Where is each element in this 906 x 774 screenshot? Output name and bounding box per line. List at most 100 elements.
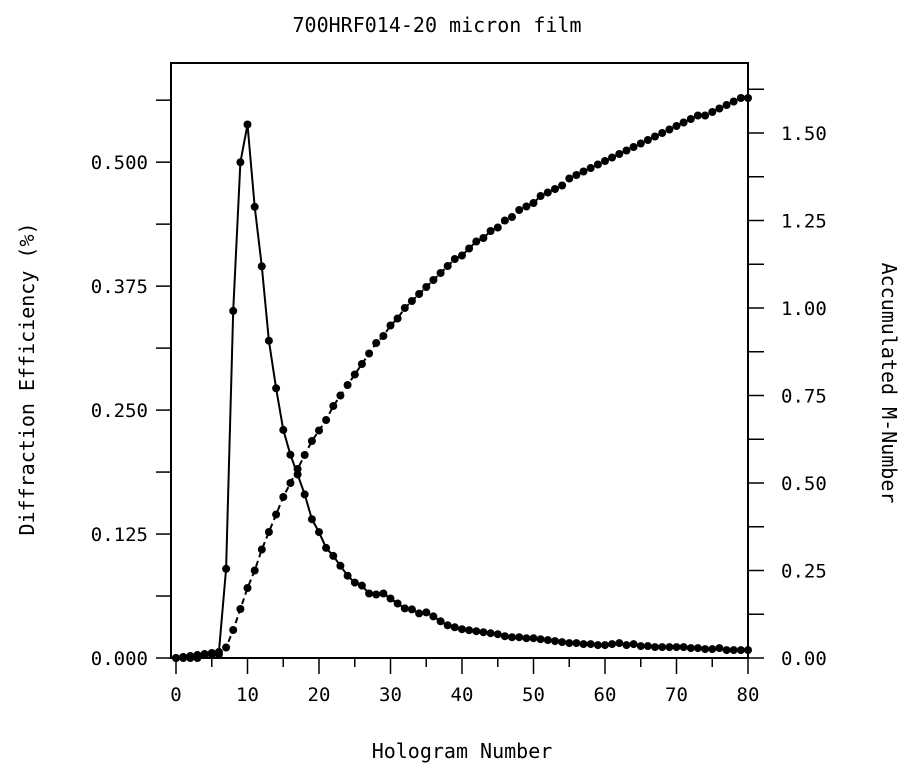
series-2-point [400,304,409,312]
series-2-point [172,654,180,662]
series-2-point [214,650,223,659]
y-right-tick-label: 0.00 [781,648,827,670]
series-2-point [272,510,281,519]
series-2-point [736,94,745,102]
series-2-point [329,402,338,410]
series-2-point [357,360,366,368]
x-tick-label: 20 [308,684,331,706]
series-1-point [701,645,710,654]
series-1-point [443,621,452,630]
series-layer [172,94,752,662]
series-1-point [708,645,717,654]
series-2-point [436,269,445,277]
series-2-point [508,213,516,221]
series-2-point [415,290,424,298]
series-1-point [329,551,338,560]
series-1-point [522,634,531,643]
series-2-point [744,94,752,102]
series-2-point [422,283,431,291]
series-1-point [307,515,316,524]
series-1-point [450,623,459,632]
series-1-point [558,638,567,647]
series-2-point [407,297,416,305]
series-2-point [279,493,288,501]
series-1-point [744,646,752,655]
series-2-point [493,223,502,232]
series-2-point [536,192,545,200]
series-2-point [257,545,266,554]
plot-frame [170,62,749,659]
series-2-point [665,125,674,134]
series-2-point [615,150,624,158]
series-1-point [415,609,424,618]
series-1-point [472,627,481,636]
x-tick-label: 30 [379,684,402,706]
series-2-point [472,237,481,246]
series-2-point [515,206,524,214]
series-1-point [658,643,667,652]
series-1-point [479,628,488,637]
series-2-point [593,160,602,169]
series-1-point [715,644,724,653]
series-1-point [222,564,231,573]
series-2-point [708,108,717,116]
series-2-point [479,234,488,242]
y-left-tick-label: 0.375 [91,276,148,298]
series-1-point [350,578,359,587]
series-1-point [264,336,273,345]
series-1-point [551,637,559,646]
y-axis-left-label: Diffraction Efficiency (%) [15,222,39,535]
series-2-point [379,332,388,340]
y-right-tick-label: 0.25 [781,561,827,583]
series-1-point [615,639,624,648]
series-1-point [651,643,659,652]
series-2-point [350,370,359,379]
series-1-point [572,639,581,648]
chart-title: 700HRF014-20 micron film [293,13,582,37]
series-1-point [407,605,416,614]
series-1-point [243,120,252,129]
series-1-point [279,425,288,434]
y-left-tick-label: 0.125 [91,524,148,546]
y-right-tick-label: 1.00 [781,298,827,320]
series-1-point [622,641,631,650]
series-2-point [372,339,381,347]
series-2-point [429,276,438,284]
x-axis-label: Hologram Number [372,739,553,763]
series-1-point [686,644,695,653]
series-1-point [722,646,731,655]
series-1-point [486,629,495,638]
series-2-point [643,136,652,144]
series-2-point [729,97,738,106]
series-2-point [443,262,452,270]
y-left-tick-label: 0.250 [91,400,148,422]
series-2-point [465,244,474,253]
series-2-point [336,391,345,400]
series-2-point [629,143,638,151]
series-2-point [307,437,316,445]
series-2-point [450,255,459,263]
series-2-point [500,216,509,225]
series-1-point [565,639,574,648]
series-1-point [636,642,645,651]
series-1-point [257,262,266,271]
series-1-point [579,640,588,649]
series-1-point [693,644,702,653]
series-1-point [343,571,352,580]
series-2-point [315,426,323,435]
series-2-point [229,626,238,634]
series-1-point [422,608,431,617]
series-1-point [393,599,402,608]
series-2-point [558,181,567,190]
series-1-point [736,646,745,655]
series-1-point [315,528,323,537]
series-2-point [458,251,466,260]
series-2-point [572,171,581,179]
series-1-point [665,643,674,652]
x-tick-label: 80 [737,684,760,706]
series-1-point [643,642,652,651]
series-1-point [372,590,381,599]
series-2-point [608,153,617,162]
series-2-point [651,132,659,141]
series-2-point [386,321,395,330]
